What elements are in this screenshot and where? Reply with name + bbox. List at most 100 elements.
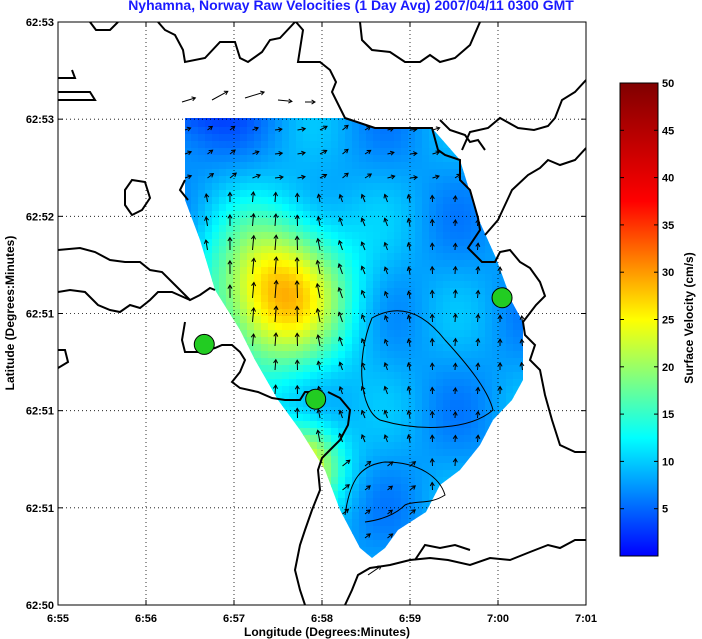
field-cell xyxy=(226,118,234,121)
field-cell xyxy=(401,253,409,261)
field-cell xyxy=(275,246,283,254)
field-cell xyxy=(352,400,360,408)
field-cell xyxy=(408,316,416,324)
field-cell xyxy=(429,232,437,240)
field-cell xyxy=(205,232,213,240)
field-cell xyxy=(401,155,409,163)
field-cell xyxy=(422,190,430,198)
field-cell xyxy=(450,372,458,380)
field-cell xyxy=(261,141,269,149)
field-cell xyxy=(240,288,248,296)
field-cell xyxy=(464,330,472,338)
field-cell xyxy=(317,148,325,156)
field-cell xyxy=(436,267,444,275)
field-cell xyxy=(394,323,402,331)
field-cell xyxy=(436,309,444,317)
field-cell xyxy=(359,470,367,478)
field-cell xyxy=(240,148,248,156)
field-cell xyxy=(191,218,199,226)
field-cell xyxy=(205,204,213,212)
field-cell xyxy=(359,260,367,268)
field-cell xyxy=(296,267,304,275)
field-cell xyxy=(324,379,332,387)
field-cell xyxy=(324,337,332,345)
field-cell xyxy=(240,267,248,275)
field-cell xyxy=(275,169,283,177)
field-cell xyxy=(485,274,493,282)
field-cell xyxy=(352,218,360,226)
field-cell xyxy=(261,253,269,261)
field-cell xyxy=(387,309,395,317)
field-cell xyxy=(303,127,311,135)
field-cell xyxy=(303,260,311,268)
field-cell xyxy=(422,421,430,429)
field-cell xyxy=(233,176,241,184)
field-cell xyxy=(254,176,262,184)
field-cell xyxy=(296,414,304,422)
field-cell xyxy=(387,435,395,443)
field-cell xyxy=(359,400,367,408)
field-cell xyxy=(464,274,472,282)
field-cell xyxy=(450,204,458,212)
field-cell xyxy=(254,253,262,261)
field-cell xyxy=(296,260,304,268)
field-cell xyxy=(415,183,423,191)
field-cell xyxy=(352,316,360,324)
field-cell xyxy=(457,309,465,317)
field-cell xyxy=(289,190,297,198)
field-cell xyxy=(275,120,283,128)
field-cell xyxy=(233,134,241,142)
field-cell xyxy=(429,162,437,170)
field-cell xyxy=(408,463,416,471)
field-cell xyxy=(296,211,304,219)
field-cell xyxy=(401,470,409,478)
field-cell xyxy=(240,253,248,261)
field-cell xyxy=(331,386,339,394)
field-cell xyxy=(282,281,290,289)
field-cell xyxy=(275,393,283,401)
field-cell xyxy=(282,239,290,247)
field-cell xyxy=(345,393,353,401)
field-cell xyxy=(464,295,472,303)
field-cell xyxy=(429,295,437,303)
field-cell xyxy=(492,330,500,338)
field-cell xyxy=(436,407,444,415)
field-cell xyxy=(450,281,458,289)
field-cell xyxy=(457,260,465,268)
field-cell xyxy=(380,337,388,345)
field-cell xyxy=(324,204,332,212)
field-cell xyxy=(422,470,430,478)
field-cell xyxy=(324,211,332,219)
field-cell xyxy=(261,260,269,268)
field-cell xyxy=(387,421,395,429)
field-cell xyxy=(345,407,353,415)
field-cell xyxy=(345,246,353,254)
field-cell xyxy=(240,274,248,282)
field-cell xyxy=(219,183,227,191)
field-cell xyxy=(324,309,332,317)
field-cell xyxy=(338,449,346,457)
field-cell xyxy=(233,141,241,149)
field-cell xyxy=(345,477,353,485)
field-cell xyxy=(457,456,465,464)
field-cell xyxy=(401,372,409,380)
field-cell xyxy=(310,421,318,429)
field-cell xyxy=(268,253,276,261)
field-cell xyxy=(387,337,395,345)
field-cell xyxy=(303,218,311,226)
field-cell xyxy=(275,218,283,226)
field-cell xyxy=(338,253,346,261)
field-cell xyxy=(345,260,353,268)
field-cell xyxy=(296,337,304,345)
field-cell xyxy=(443,232,451,240)
field-cell xyxy=(338,295,346,303)
field-cell xyxy=(429,183,437,191)
field-cell xyxy=(422,239,430,247)
field-cell xyxy=(485,414,493,422)
field-cell xyxy=(240,197,248,205)
field-cell xyxy=(268,274,276,282)
field-cell xyxy=(303,134,311,142)
field-cell xyxy=(464,386,472,394)
field-cell xyxy=(324,267,332,275)
field-cell xyxy=(310,379,318,387)
